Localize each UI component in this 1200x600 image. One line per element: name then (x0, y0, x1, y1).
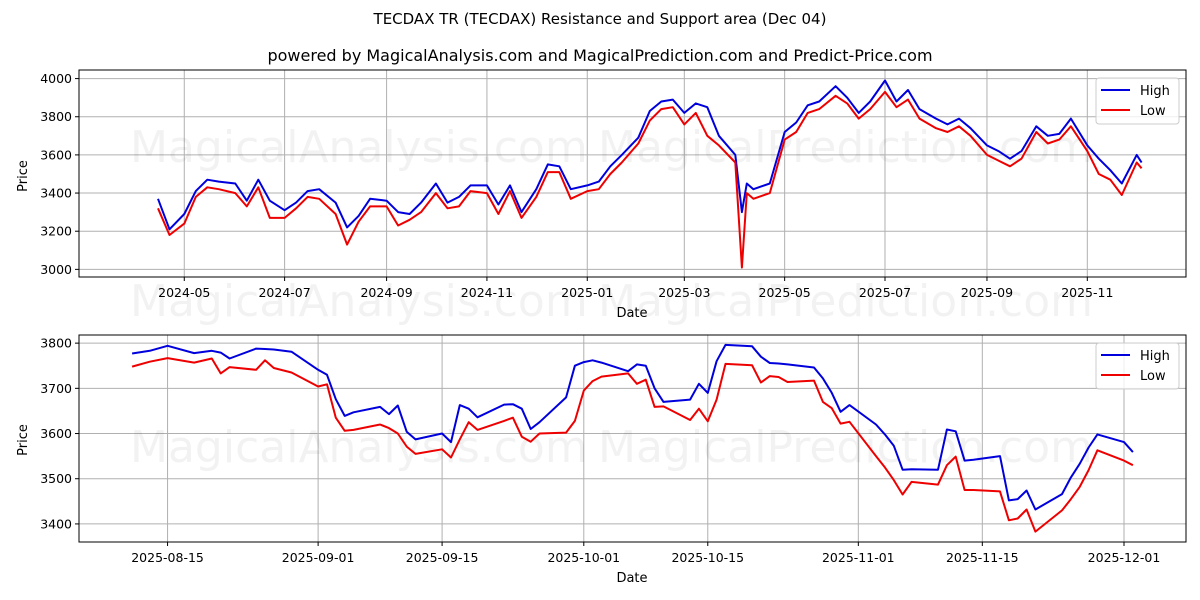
x-tick-label: 2025-12-01 (1088, 550, 1161, 565)
y-tick-label: 4000 (40, 71, 72, 86)
legend-high-label-bottom: High (1140, 349, 1170, 364)
x-tick-label: 2025-09 (961, 285, 1013, 300)
bottom-x-axis-label: Date (616, 571, 647, 586)
y-tick-label: 3400 (40, 186, 72, 201)
x-tick-label: 2025-11-15 (946, 550, 1019, 565)
low-line-top (157, 90, 1143, 269)
x-tick-label: 2025-05 (759, 285, 811, 300)
x-tick-label: 2024-07 (258, 285, 310, 300)
x-tick-label: 2024-09 (360, 285, 412, 300)
x-tick-label: 2024-11 (461, 285, 513, 300)
x-tick-label: 2025-09-15 (406, 550, 479, 565)
top-y-axis-label: Price (16, 160, 31, 192)
bottom-legend: High Low (1095, 342, 1180, 390)
bottom-chart-panel: MagicalAnalysis.com MagicalPrediction.co… (16, 334, 1187, 586)
top-axes-frame (78, 69, 1187, 278)
bottom-ticks: 3400 3500 3600 3700 3800 2025-08-15 2025-09-01… (40, 336, 1160, 565)
y-tick-label: 3000 (40, 262, 72, 277)
bottom-grid (79, 335, 1186, 542)
chart-subtitle: powered by MagicalAnalysis.com and Magic… (267, 46, 933, 65)
top-legend: High Low (1095, 77, 1180, 125)
legend-high-label: High (1140, 84, 1170, 99)
x-tick-label: 2025-10-01 (547, 550, 620, 565)
watermark-magicalanalysis-bottom: MagicalAnalysis.com (130, 422, 588, 473)
y-tick-label: 3200 (40, 224, 72, 239)
bottom-axes-frame (78, 334, 1187, 543)
watermark-magicalanalysis-lower: MagicalAnalysis.com (130, 276, 588, 327)
y-tick-label: 3600 (40, 426, 72, 441)
low-line-bottom (131, 357, 1134, 533)
high-line-top (157, 79, 1143, 231)
y-tick-label: 3800 (40, 109, 72, 124)
watermark-magicalanalysis: MagicalAnalysis.com (130, 122, 588, 173)
y-tick-label: 3700 (40, 381, 72, 396)
y-tick-label: 3500 (40, 471, 72, 486)
y-tick-label: 3400 (40, 516, 72, 531)
y-tick-label: 3800 (40, 336, 72, 351)
x-tick-label: 2025-09-01 (282, 550, 355, 565)
top-x-axis-label: Date (616, 306, 647, 321)
x-tick-label: 2024-05 (158, 285, 210, 300)
x-tick-label: 2025-07 (859, 285, 911, 300)
top-chart-panel: MagicalAnalysis.com MagicalPrediction.co… (16, 69, 1187, 327)
bottom-y-axis-label: Price (16, 424, 31, 456)
x-tick-label: 2025-10-15 (671, 550, 744, 565)
legend-low-label: Low (1140, 104, 1166, 119)
x-tick-label: 2025-11 (1061, 285, 1113, 300)
chart-title: TECDAX TR (TECDAX) Resistance and Suppor… (373, 10, 827, 28)
watermark-magicalprediction-lower: MagicalPrediction.com (598, 276, 1093, 327)
legend-low-label-bottom: Low (1140, 369, 1166, 384)
high-line-bottom (131, 343, 1134, 511)
top-ticks: 3000 3200 3400 3600 3800 4000 2024-05 2024-07 20… (40, 71, 1113, 300)
x-tick-label: 2025-08-15 (131, 550, 204, 565)
top-grid (79, 70, 1186, 277)
watermark-magicalprediction: MagicalPrediction.com (598, 122, 1093, 173)
x-tick-label: 2025-11-01 (822, 550, 895, 565)
x-tick-label: 2025-03 (658, 285, 710, 300)
y-tick-label: 3600 (40, 147, 72, 162)
x-tick-label: 2025-01 (561, 285, 613, 300)
watermark-magicalprediction-bottom: MagicalPrediction.com (598, 422, 1093, 473)
